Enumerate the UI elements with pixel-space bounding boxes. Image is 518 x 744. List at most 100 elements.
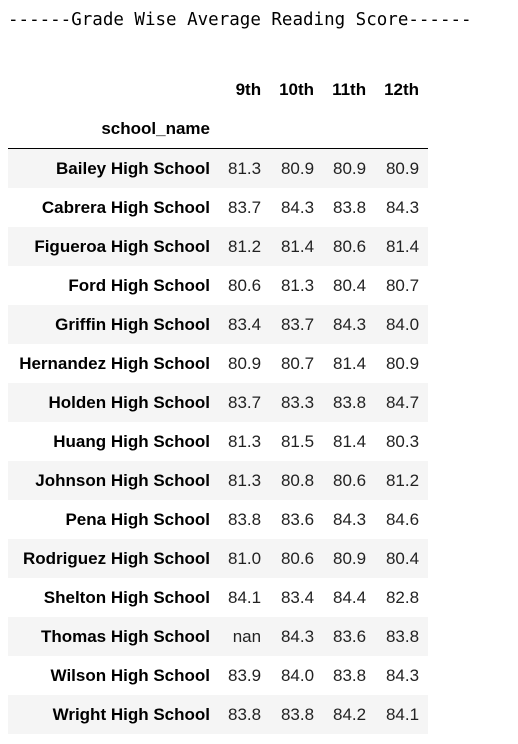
score-cell-12th: 84.6 bbox=[385, 509, 420, 529]
score-cell-12th: 84.3 bbox=[385, 665, 420, 685]
table-row: Griffin High School 83.4 83.7 84.3 84.0 bbox=[8, 305, 429, 344]
score-cell-9th: 81.2 bbox=[228, 236, 262, 256]
school-name-cell: Figueroa High School bbox=[34, 236, 210, 256]
score-cell-9th: 81.3 bbox=[228, 431, 262, 451]
table-row: Holden High School 83.7 83.3 83.8 84.7 bbox=[8, 383, 429, 422]
score-cell-11th: 81.4 bbox=[333, 353, 367, 373]
school-name-cell: Thomas High School bbox=[40, 626, 210, 646]
score-cell-9th: 80.6 bbox=[228, 275, 262, 295]
score-cell-12th: 83.8 bbox=[385, 626, 420, 646]
score-cell-9th: 81.3 bbox=[228, 470, 262, 490]
score-cell-10th: 80.6 bbox=[280, 548, 315, 568]
score-cell-11th: 81.4 bbox=[333, 431, 367, 451]
index-corner bbox=[8, 70, 219, 109]
score-cell-11th: 83.8 bbox=[333, 197, 367, 217]
score-cell-12th: 84.1 bbox=[385, 704, 420, 724]
score-cell-11th: 84.2 bbox=[333, 704, 367, 724]
score-cell-9th: 83.9 bbox=[228, 665, 262, 685]
score-cell-10th: 83.3 bbox=[280, 392, 315, 412]
score-cell-11th: 83.8 bbox=[333, 392, 367, 412]
table-row: Pena High School 83.8 83.6 84.3 84.6 bbox=[8, 500, 429, 539]
school-name-cell: Wright High School bbox=[52, 704, 210, 724]
score-cell-9th: 83.7 bbox=[228, 392, 262, 412]
school-name-cell: Cabrera High School bbox=[41, 197, 210, 217]
score-cell-11th: 80.9 bbox=[333, 548, 367, 568]
score-cell-11th: 84.4 bbox=[333, 587, 367, 607]
score-cell-12th: 82.8 bbox=[385, 587, 420, 607]
score-cell-11th: 83.6 bbox=[333, 626, 367, 646]
table-row: Rodriguez High School 81.0 80.6 80.9 80.4 bbox=[8, 539, 429, 578]
index-name-row: school_name bbox=[8, 109, 429, 149]
score-cell-10th: 80.9 bbox=[280, 158, 315, 178]
score-cell-10th: 80.7 bbox=[280, 353, 315, 373]
score-cell-12th: 84.0 bbox=[385, 314, 420, 334]
score-cell-9th: 83.8 bbox=[228, 704, 262, 724]
school-name-cell: Johnson High School bbox=[35, 470, 210, 490]
score-cell-10th: 84.3 bbox=[280, 626, 315, 646]
school-name-cell: Holden High School bbox=[48, 392, 211, 412]
column-header-11th: 11th bbox=[332, 79, 367, 99]
score-cell-12th: 80.4 bbox=[385, 548, 420, 568]
score-cell-9th: nan bbox=[232, 626, 262, 646]
school-name-cell: Pena High School bbox=[65, 509, 210, 529]
table-row: Huang High School 81.3 81.5 81.4 80.3 bbox=[8, 422, 429, 461]
score-cell-9th: 84.1 bbox=[228, 587, 262, 607]
score-cell-10th: 81.5 bbox=[280, 431, 315, 451]
score-cell-9th: 80.9 bbox=[228, 353, 262, 373]
score-cell-12th: 80.3 bbox=[385, 431, 420, 451]
school-name-cell: Hernandez High School bbox=[19, 353, 210, 373]
score-cell-11th: 83.8 bbox=[333, 665, 367, 685]
dataframe-table: 9th 10th 11th 12th school_name Bailey Hi… bbox=[8, 70, 429, 734]
table-row: Johnson High School 81.3 80.8 80.6 81.2 bbox=[8, 461, 429, 500]
score-cell-11th: 84.3 bbox=[333, 314, 367, 334]
score-cell-10th: 81.4 bbox=[280, 236, 315, 256]
score-cell-9th: 81.3 bbox=[228, 158, 262, 178]
table-row: Hernandez High School 80.9 80.7 81.4 80.9 bbox=[8, 344, 429, 383]
column-header-10th: 10th bbox=[279, 79, 315, 99]
column-header-9th: 9th bbox=[235, 79, 262, 99]
score-cell-11th: 84.3 bbox=[333, 509, 367, 529]
score-cell-10th: 84.0 bbox=[280, 665, 315, 685]
table-row: Wright High School 83.8 83.8 84.2 84.1 bbox=[8, 695, 429, 734]
school-name-cell: Wilson High School bbox=[50, 665, 210, 685]
score-cell-9th: 83.8 bbox=[228, 509, 262, 529]
score-cell-10th: 81.3 bbox=[280, 275, 315, 295]
score-cell-12th: 84.7 bbox=[385, 392, 420, 412]
table-body: Bailey High School 81.3 80.9 80.9 80.9 Cabrer… bbox=[8, 148, 429, 734]
score-cell-10th: 84.3 bbox=[280, 197, 315, 217]
score-cell-11th: 80.6 bbox=[333, 236, 367, 256]
table-row: Cabrera High School 83.7 84.3 83.8 84.3 bbox=[8, 188, 429, 227]
score-cell-9th: 83.4 bbox=[228, 314, 262, 334]
school-name-cell: Shelton High School bbox=[43, 587, 210, 607]
column-header-12th: 12th bbox=[384, 79, 420, 99]
score-cell-10th: 83.7 bbox=[280, 314, 315, 334]
score-cell-12th: 80.7 bbox=[385, 275, 420, 295]
score-cell-10th: 83.6 bbox=[280, 509, 315, 529]
column-header-row: 9th 10th 11th 12th bbox=[8, 70, 428, 109]
table-row: Wilson High School 83.9 84.0 83.8 84.3 bbox=[8, 656, 429, 695]
score-cell-11th: 80.9 bbox=[333, 158, 367, 178]
score-cell-12th: 81.4 bbox=[385, 236, 420, 256]
score-cell-11th: 80.6 bbox=[333, 470, 367, 490]
score-cell-12th: 84.3 bbox=[385, 197, 420, 217]
output-title: ------Grade Wise Average Reading Score--… bbox=[8, 10, 472, 30]
school-name-cell: Ford High School bbox=[68, 275, 210, 295]
score-cell-12th: 80.9 bbox=[385, 158, 420, 178]
score-cell-12th: 80.9 bbox=[385, 353, 420, 373]
school-name-cell: Huang High School bbox=[53, 431, 210, 451]
score-cell-9th: 81.0 bbox=[228, 548, 262, 568]
table-row: Ford High School 80.6 81.3 80.4 80.7 bbox=[8, 266, 429, 305]
score-cell-11th: 80.4 bbox=[333, 275, 367, 295]
school-name-cell: Griffin High School bbox=[55, 314, 210, 334]
score-cell-10th: 80.8 bbox=[280, 470, 315, 490]
score-cell-10th: 83.8 bbox=[280, 704, 315, 724]
table-row: Thomas High School nan 84.3 83.6 83.8 bbox=[8, 617, 429, 656]
score-cell-9th: 83.7 bbox=[228, 197, 262, 217]
table-row: Figueroa High School 81.2 81.4 80.6 81.4 bbox=[8, 227, 429, 266]
index-name: school_name bbox=[8, 109, 219, 149]
table-row: Shelton High School 84.1 83.4 84.4 82.8 bbox=[8, 578, 429, 617]
school-name-cell: Rodriguez High School bbox=[23, 548, 210, 568]
score-cell-10th: 83.4 bbox=[280, 587, 315, 607]
table-row: Bailey High School 81.3 80.9 80.9 80.9 bbox=[8, 148, 429, 188]
score-cell-12th: 81.2 bbox=[385, 470, 420, 490]
